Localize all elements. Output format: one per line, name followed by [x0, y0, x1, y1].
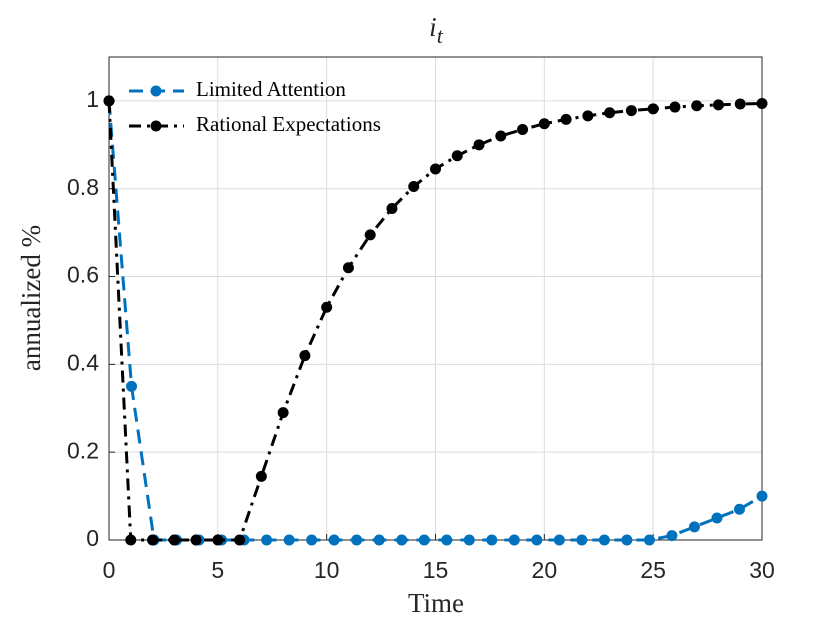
marker: [147, 534, 159, 546]
marker: [643, 534, 655, 546]
marker: [299, 350, 311, 362]
marker: [451, 150, 463, 162]
marker: [621, 534, 633, 546]
x-tick-label: 15: [423, 557, 449, 583]
x-tick-label: 5: [211, 557, 224, 583]
marker: [666, 530, 678, 542]
marker: [103, 95, 115, 107]
y-tick-label: 1: [86, 86, 99, 112]
marker: [486, 534, 498, 546]
legend-marker: [150, 120, 162, 132]
marker: [576, 534, 588, 546]
marker: [691, 100, 703, 112]
marker: [712, 99, 724, 111]
marker: [517, 123, 529, 135]
marker: [342, 262, 354, 274]
marker: [283, 534, 295, 546]
marker: [441, 534, 453, 546]
marker: [756, 490, 768, 502]
marker: [212, 534, 224, 546]
y-tick-label: 0.6: [67, 262, 99, 288]
marker: [733, 503, 745, 515]
marker: [669, 101, 681, 113]
marker: [560, 113, 572, 125]
marker: [364, 229, 376, 241]
x-axis-label: Time: [408, 588, 464, 618]
marker: [625, 105, 637, 117]
marker: [328, 534, 340, 546]
marker: [531, 534, 543, 546]
plot-frame: [108, 56, 763, 541]
marker: [261, 534, 273, 546]
marker: [255, 470, 267, 482]
marker: [734, 98, 746, 110]
marker: [321, 301, 333, 313]
legend-label: Rational Expectations: [196, 112, 381, 136]
marker: [190, 534, 202, 546]
legend-marker: [150, 85, 162, 97]
y-tick-label: 0.2: [67, 437, 99, 463]
x-tick-label: 20: [532, 557, 558, 583]
marker: [582, 110, 594, 122]
marker: [168, 534, 180, 546]
marker: [495, 130, 507, 142]
marker: [473, 139, 485, 151]
marker: [126, 380, 138, 392]
marker: [711, 512, 723, 524]
legend-label: Limited Attention: [196, 77, 346, 101]
marker: [396, 534, 408, 546]
marker: [277, 407, 289, 419]
x-tick-label: 25: [640, 557, 666, 583]
marker: [604, 107, 616, 119]
marker: [756, 98, 768, 110]
marker: [125, 534, 137, 546]
marker: [647, 103, 659, 115]
marker: [373, 534, 385, 546]
marker: [463, 534, 475, 546]
chart-title: it: [429, 12, 444, 48]
x-tick-label: 0: [103, 557, 116, 583]
y-tick-label: 0.8: [67, 174, 99, 200]
y-tick-label: 0.4: [67, 349, 99, 375]
x-tick-label: 10: [314, 557, 340, 583]
title-subscript: t: [437, 23, 444, 48]
marker: [553, 534, 565, 546]
marker: [688, 521, 700, 533]
marker: [351, 534, 363, 546]
x-tick-label: 30: [749, 557, 775, 583]
marker: [598, 534, 610, 546]
marker: [386, 202, 398, 214]
marker: [538, 118, 550, 130]
marker: [408, 181, 420, 193]
marker: [234, 534, 246, 546]
marker: [418, 534, 430, 546]
marker: [306, 534, 318, 546]
marker: [430, 163, 441, 175]
y-axis-label: annualized %: [16, 225, 46, 371]
y-tick-label: 0: [86, 525, 99, 551]
title-main: i: [429, 12, 437, 42]
marker: [508, 534, 520, 546]
